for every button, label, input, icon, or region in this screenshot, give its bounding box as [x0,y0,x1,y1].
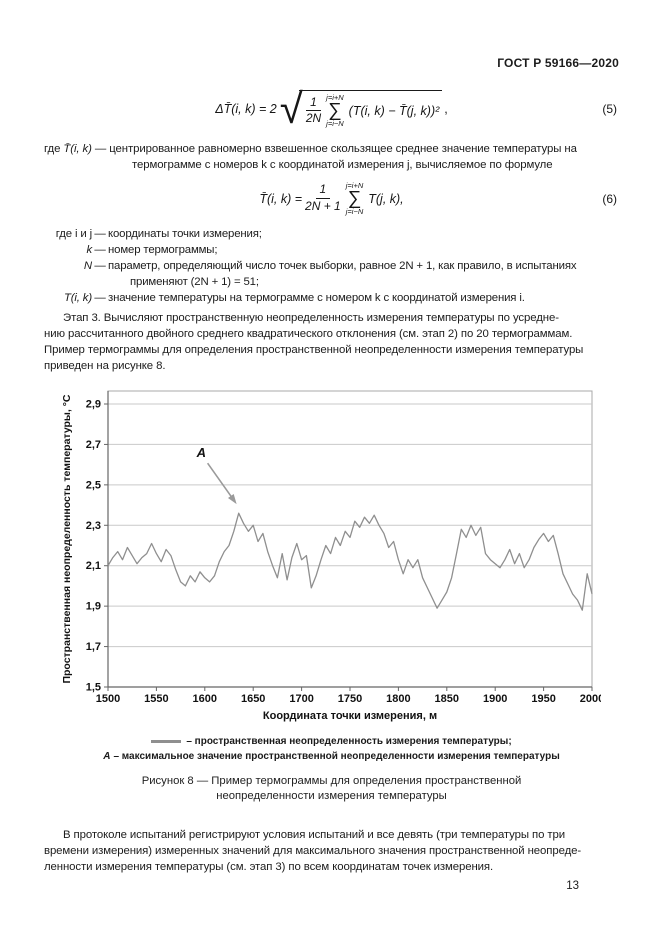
svg-text:Пространственная неопределенно: Пространственная неопределенность темпер… [61,394,73,683]
definition-desc: номер термограммы; [108,243,218,256]
legend-annotation-letter: А [103,750,111,762]
legend-line-1: – пространственная неопределенность изме… [44,734,619,749]
where-label: где [44,143,61,155]
definition-term: где i и j [55,227,92,240]
formula6-sum-bottom: j=i−N [345,206,364,216]
formula6-body: T(j, k), [368,191,404,206]
svg-text:1,9: 1,9 [86,600,101,612]
definition-term: T(i, k) [63,291,92,304]
definition-dash: — [94,259,106,272]
definition-row: k — номер термограммы; [44,242,619,258]
svg-text:2000: 2000 [580,693,601,705]
definitions-list: где i и j — координаты точки измерения; … [44,226,619,306]
definition-row: T(i, k) — значение температуры на термог… [44,290,619,306]
where-dash: — [94,143,107,155]
sigma-symbol: ∑ [328,99,342,121]
definition-dash: — [94,243,106,256]
formula5-body: (T(i, k) − T̄(j, k))² [348,103,440,118]
formula5-frac-den: 2N [305,111,322,126]
radical-sign: √ [279,85,303,132]
svg-text:1650: 1650 [241,693,265,705]
svg-text:1700: 1700 [289,693,313,705]
svg-text:1,5: 1,5 [86,681,101,693]
svg-text:2,9: 2,9 [86,398,101,410]
svg-text:Координата точки измерения, м: Координата точки измерения, м [263,710,437,722]
formula5-sum: j=i+N ∑ j=i−N [326,94,344,127]
where-text: центрированное равномерно взвешенное ско… [109,143,577,172]
definition-desc: координаты точки измерения; [108,227,262,240]
svg-text:1550: 1550 [144,693,168,705]
formula5-frac-num: 1 [306,95,321,112]
sigma-symbol: ∑ [347,187,362,209]
formula6-lhs: T̄(i, k) = [259,191,303,206]
formula6-frac-num: 1 [315,182,331,200]
page-header: ГОСТ Р 59166—2020 [497,56,619,70]
figure-8-chart: 1,5 1,7 1,9 2,1 2,3 2,5 2,7 2,9 1500 1550 1600 1650… [60,387,604,730]
svg-text:1800: 1800 [386,693,410,705]
definition-dash: — [94,227,106,240]
svg-text:A: A [196,445,206,460]
legend-line2-text: – максимальное значение пространственной… [113,750,560,762]
formula5-comma: , [444,102,448,116]
svg-text:1600: 1600 [193,693,217,705]
definition-term: N [83,259,92,272]
where-definition: где T̄(i, k) — центрированное равномерно… [44,141,619,174]
svg-text:1850: 1850 [435,693,459,705]
formula6-sum-top: j=i+N [345,181,364,191]
svg-text:2,3: 2,3 [86,520,101,532]
definition-term: k [86,243,92,256]
paragraph-final: В протоколе испытаний регистрируют услов… [44,828,582,874]
paragraph-stage3: Этап 3. Вычисляют пространственную неопр… [44,311,584,373]
definition-row: где i и j — координаты точки измерения; [44,226,619,242]
formula5-fraction: 1 2N [305,95,322,127]
definition-desc-line2: применяют (2N + 1) = 51; [130,275,259,288]
where-term: T̄(i, k) [63,143,92,155]
svg-text:2,5: 2,5 [86,479,101,491]
formula-6: T̄(i, k) = 1 2N + 1 j=i+N ∑ j=i−N T(j, k), (6) [44,176,619,222]
formula6-fraction: 1 2N + 1 [305,182,341,214]
definition-desc: параметр, определяющий число точек выбор… [108,258,619,290]
legend-line1-text: – пространственная неопределенность изме… [186,735,512,747]
formula6-sum: j=i+N ∑ j=i−N [346,182,364,215]
definition-row: N — параметр, определяющий число точек в… [44,258,619,290]
chart-legend: – пространственная неопределенность изме… [44,734,619,764]
formula5-sum-top: j=i+N [326,93,344,103]
formula5-lhs: ΔT̄(i, k) = 2 [215,102,277,116]
figure-caption: Рисунок 8 — Пример термограммы для опред… [141,774,522,803]
formula5-sqrt: √ 1 2N j=i+N ∑ j=i−N (T(i, k) − T̄(j, k))² [280,88,443,130]
legend-line-swatch [151,739,182,743]
definition-desc-line1: параметр, определяющий число точек выбор… [108,259,577,272]
svg-text:1900: 1900 [483,693,507,705]
svg-text:1950: 1950 [531,693,555,705]
formula5-number: (5) [602,102,617,116]
svg-text:2,7: 2,7 [86,439,101,451]
definition-dash: — [94,291,106,304]
svg-text:1500: 1500 [96,693,120,705]
definition-desc: значение температуры на термограмме с но… [108,291,525,304]
formula-5: ΔT̄(i, k) = 2 √ 1 2N j=i+N ∑ j=i−N (T(i, k) − T… [44,84,619,134]
thermogram-line-chart: 1,5 1,7 1,9 2,1 2,3 2,5 2,7 2,9 1500 1550 1600 1650… [61,390,604,722]
formula5-radicand: 1 2N j=i+N ∑ j=i−N (T(i, k) − T̄(j, k))² [298,90,443,127]
page-number: 13 [566,879,579,892]
formula6-frac-den: 2N + 1 [305,199,341,214]
svg-text:2,1: 2,1 [86,560,101,572]
legend-line-2: А – максимальное значение пространственно… [44,749,619,764]
formula6-number: (6) [602,191,617,206]
svg-text:1750: 1750 [338,693,362,705]
svg-text:1,7: 1,7 [86,641,101,653]
formula5-sum-bottom: j=i−N [326,119,344,129]
